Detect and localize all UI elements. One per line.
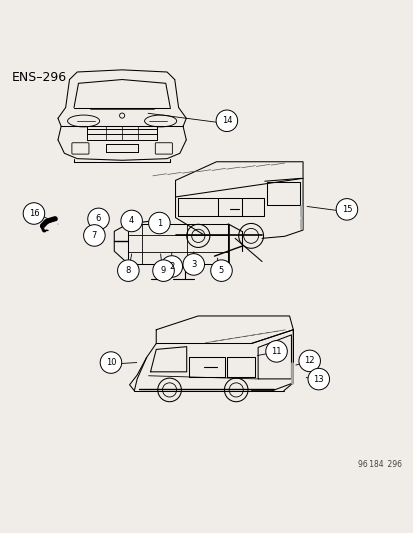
Text: 10: 10	[105, 358, 116, 367]
Circle shape	[307, 368, 329, 390]
Text: 15: 15	[341, 205, 351, 214]
Text: 5: 5	[218, 266, 223, 275]
Text: 8: 8	[126, 266, 131, 275]
Text: 96 184 296: 96 184 296	[357, 459, 401, 469]
Text: ENS–296: ENS–296	[12, 71, 66, 84]
Text: 6: 6	[96, 214, 101, 223]
Text: 14: 14	[221, 116, 232, 125]
Text: 4: 4	[129, 216, 134, 225]
Text: 9: 9	[161, 266, 166, 275]
Circle shape	[183, 254, 204, 275]
Text: 7: 7	[92, 231, 97, 240]
Text: 11: 11	[271, 347, 281, 356]
Circle shape	[335, 199, 357, 220]
Circle shape	[117, 260, 139, 281]
Circle shape	[88, 208, 109, 230]
Circle shape	[161, 256, 182, 277]
Text: 1: 1	[157, 219, 161, 228]
Circle shape	[121, 210, 142, 232]
Circle shape	[83, 225, 105, 246]
Circle shape	[216, 110, 237, 132]
Text: 2: 2	[169, 262, 174, 271]
Circle shape	[298, 350, 320, 372]
Text: 12: 12	[304, 357, 314, 366]
Text: 16: 16	[28, 209, 39, 218]
Circle shape	[152, 260, 174, 281]
Circle shape	[23, 203, 45, 224]
Circle shape	[265, 341, 287, 362]
Circle shape	[148, 212, 170, 234]
Circle shape	[210, 260, 232, 281]
Text: 13: 13	[313, 375, 323, 384]
Circle shape	[100, 352, 121, 373]
Text: 3: 3	[191, 260, 196, 269]
